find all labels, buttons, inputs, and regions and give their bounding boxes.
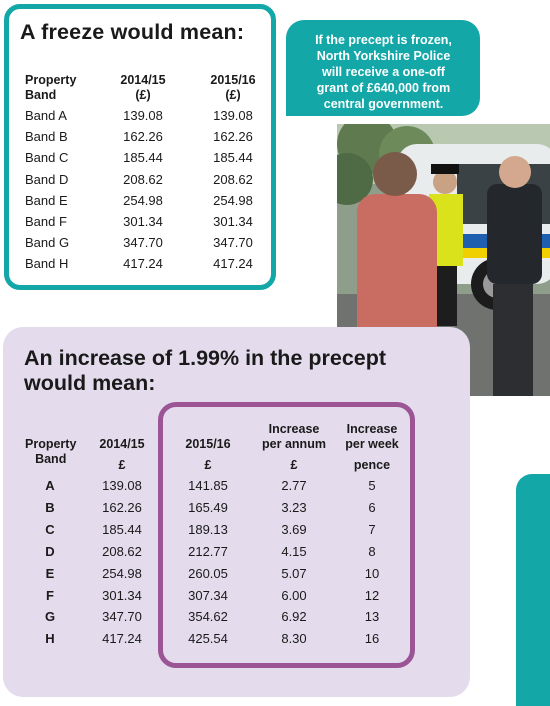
increase-band-cell: G: [44, 609, 56, 625]
freeze-value-cell: 208.62: [213, 171, 253, 187]
teal-side-bar: [516, 474, 550, 706]
increase-header-2015: 2015/16 £: [185, 437, 231, 472]
freeze-value-cell: 347.70: [123, 235, 163, 251]
increase-value-cell: 5: [368, 478, 376, 493]
increase-value-cell: 189.13: [188, 521, 228, 537]
freeze-value-cell: 185.44: [213, 150, 253, 166]
freeze-band-cell: Band G: [25, 235, 70, 251]
increase-value-cell: 3.23: [281, 499, 307, 515]
freeze-band-cell: Band A: [25, 108, 67, 123]
increase-band-cell: A: [45, 478, 55, 493]
increase-value-cell: 4.15: [281, 543, 307, 559]
increase-value-cell: 8: [368, 543, 376, 559]
freeze-band-cell: Band F: [25, 214, 67, 229]
freeze-value-cell: 162.26: [213, 129, 253, 145]
increase-value-cell: 254.98: [102, 565, 142, 581]
increase-value-cell: 208.62: [102, 543, 142, 559]
increase-panel: [3, 327, 470, 697]
increase-value-cell: 165.49: [188, 499, 228, 515]
increase-value-cell: 7: [368, 521, 376, 537]
increase-value-cell: 212.77: [188, 543, 228, 559]
increase-value-cell: 347.70: [102, 609, 142, 625]
freeze-panel: [4, 4, 276, 290]
freeze-header-2015: 2015/16 (£): [210, 73, 256, 102]
increase-band-cell: D: [45, 543, 55, 559]
increase-value-cell: 139.08: [102, 478, 142, 493]
increase-value-cell: 12: [364, 587, 380, 603]
freeze-value-cell: 347.70: [213, 235, 253, 251]
frozen-grant-callout: If the precept is frozen, North Yorkshir…: [286, 20, 480, 116]
freeze-band-cell: Band E: [25, 192, 68, 208]
freeze-header-2014: 2014/15 (£): [120, 73, 166, 102]
increase-value-cell: 185.44: [102, 521, 142, 537]
freeze-band-cell: Band H: [25, 256, 69, 272]
freeze-value-cell: 301.34: [123, 214, 163, 229]
increase-value-cell: 8.30: [281, 631, 307, 647]
increase-band-cell: F: [46, 587, 54, 603]
increase-value-cell: 3.69: [281, 521, 307, 537]
freeze-value-cell: 254.98: [213, 192, 253, 208]
freeze-band-cell: Band B: [25, 129, 68, 145]
freeze-value-cell: 417.24: [123, 256, 163, 272]
increase-band-cell: E: [45, 565, 55, 581]
2015-16-highlight-frame: [158, 402, 415, 668]
increase-value-cell: 2.77: [281, 478, 307, 493]
increase-value-cell: 425.54: [188, 631, 228, 647]
increase-header-band: Property Band: [25, 437, 77, 466]
freeze-value-cell: 185.44: [123, 150, 163, 166]
freeze-value-cell: 208.62: [123, 171, 163, 187]
increase-header-per-week: Increase per week pence: [345, 422, 399, 472]
increase-value-cell: 162.26: [102, 499, 142, 515]
increase-value-cell: 260.05: [188, 565, 228, 581]
freeze-band-cell: Band D: [25, 171, 69, 187]
increase-band-cell: C: [45, 521, 55, 537]
increase-title: An increase of 1.99% in the precept woul…: [24, 346, 387, 395]
increase-value-cell: 6.00: [281, 587, 307, 603]
increase-value-cell: 5.07: [281, 565, 307, 581]
freeze-value-cell: 139.08: [123, 108, 163, 123]
increase-value-cell: 141.85: [188, 478, 228, 493]
freeze-value-cell: 301.34: [213, 214, 253, 229]
freeze-value-cell: 139.08: [213, 108, 253, 123]
increase-value-cell: 301.34: [102, 587, 142, 603]
freeze-title: A freeze would mean:: [20, 20, 245, 44]
increase-value-cell: 10: [364, 565, 380, 581]
increase-header-2014: 2014/15 £: [99, 437, 145, 472]
freeze-value-cell: 417.24: [213, 256, 253, 272]
increase-value-cell: 6: [368, 499, 376, 515]
freeze-band-cell: Band C: [25, 150, 69, 166]
increase-value-cell: 354.62: [188, 609, 228, 625]
increase-value-cell: 307.34: [188, 587, 228, 603]
increase-header-per-annum: Increase per annum £: [262, 422, 326, 472]
increase-value-cell: 417.24: [102, 631, 142, 647]
increase-value-cell: 13: [364, 609, 380, 625]
freeze-value-cell: 162.26: [123, 129, 163, 145]
increase-value-cell: 6.92: [281, 609, 307, 625]
increase-band-cell: H: [45, 631, 55, 647]
freeze-header-band: Property Band: [25, 73, 77, 102]
freeze-value-cell: 254.98: [123, 192, 163, 208]
increase-band-cell: B: [45, 499, 55, 515]
increase-value-cell: 16: [364, 631, 380, 647]
